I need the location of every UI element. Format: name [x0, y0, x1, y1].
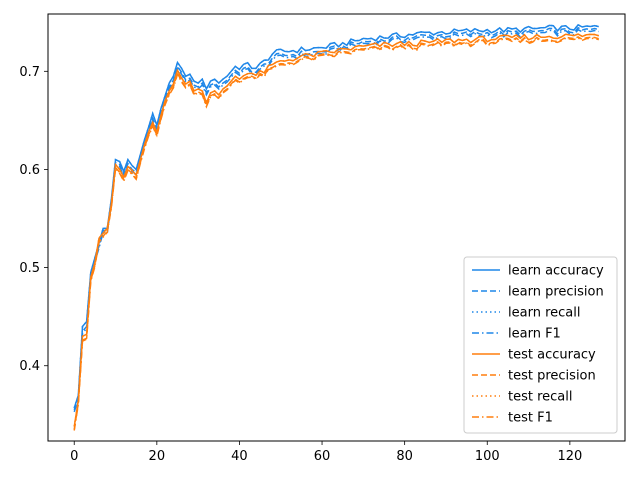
x-tick-label: 0 — [70, 449, 78, 464]
axes-frame — [47, 13, 626, 442]
x-tick-label: 60 — [314, 449, 331, 464]
y-axis: 0.4 0.5 0.6 0.7 — [19, 65, 48, 374]
legend: learn accuracy learn precision learn recal… — [463, 256, 618, 434]
y-tick-label: 0.4 — [19, 359, 40, 374]
legend-label: test precision — [508, 369, 596, 384]
y-tick-label: 0.6 — [19, 163, 40, 178]
legend-label: learn accuracy — [508, 264, 604, 279]
legend-label: test accuracy — [508, 348, 596, 363]
series-line-test-f1 — [73, 37, 599, 431]
legend-label: test F1 — [508, 411, 553, 426]
legend-label: learn precision — [508, 285, 604, 300]
legend-label: test recall — [508, 390, 573, 405]
x-tick-label: 80 — [396, 449, 413, 464]
y-tick-label: 0.7 — [19, 65, 40, 80]
legend-label: learn recall — [508, 306, 580, 321]
y-tick-label: 0.5 — [19, 261, 40, 276]
x-tick-label: 120 — [557, 449, 582, 464]
legend-box — [463, 256, 618, 434]
series-line-test-recall — [73, 33, 599, 427]
legend-label: learn F1 — [508, 327, 561, 342]
x-tick-label: 40 — [231, 449, 248, 464]
series-line-learn-recall — [73, 23, 599, 409]
x-tick-label: 100 — [475, 449, 500, 464]
x-tick-label: 20 — [149, 449, 166, 464]
plot-lines — [73, 23, 599, 431]
x-axis: 0 20 40 60 80 100 120 — [70, 441, 582, 464]
